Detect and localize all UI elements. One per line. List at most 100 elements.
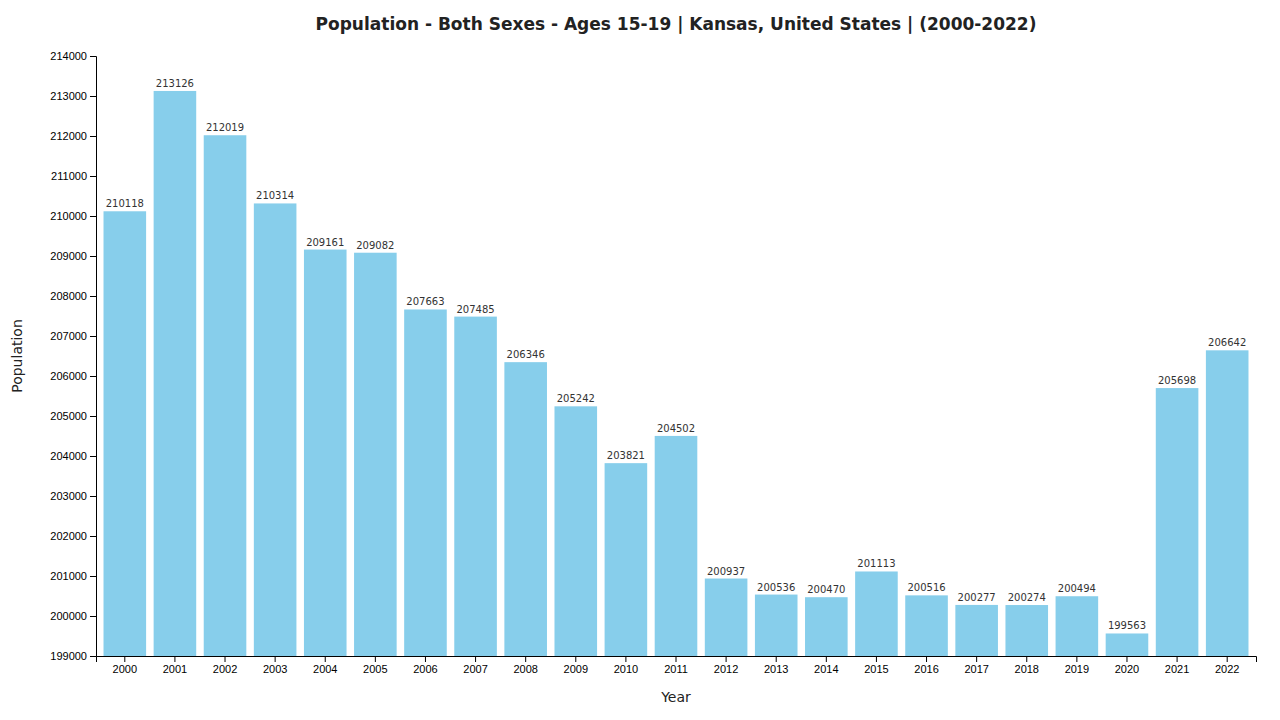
x-tick-label: 2000 bbox=[113, 663, 137, 675]
x-tick: 2019 bbox=[1065, 656, 1089, 675]
bar bbox=[554, 406, 597, 656]
y-tick: 200000 bbox=[50, 610, 96, 622]
x-tick-mark bbox=[926, 656, 927, 662]
x-tick-mark bbox=[124, 656, 125, 662]
x-tick-label: 2008 bbox=[513, 663, 537, 675]
bar bbox=[504, 362, 547, 656]
data-label: 206346 bbox=[507, 349, 545, 360]
y-tick: 205000 bbox=[50, 410, 96, 422]
data-label: 213126 bbox=[156, 78, 194, 89]
x-tick-label: 2004 bbox=[313, 663, 337, 675]
x-tick-mark bbox=[525, 656, 526, 662]
title: Population - Both Sexes - Ages 15-19 | K… bbox=[316, 14, 1037, 34]
x-tick: 2012 bbox=[714, 656, 738, 675]
x-tick-mark bbox=[1177, 656, 1178, 662]
x-tick: 2018 bbox=[1015, 656, 1039, 675]
x-tick: 2008 bbox=[513, 656, 537, 675]
y-tick-mark bbox=[90, 536, 96, 537]
y-tick-label: 200000 bbox=[50, 610, 87, 622]
bar bbox=[805, 597, 848, 656]
bar bbox=[204, 135, 247, 656]
y-tick: 208000 bbox=[50, 290, 96, 302]
bar bbox=[955, 605, 998, 656]
x-axis: 2000200120022003200420052006200720082009… bbox=[97, 656, 1257, 675]
y-tick-mark bbox=[90, 256, 96, 257]
x-tick: 2004 bbox=[313, 656, 337, 675]
data-label: 206642 bbox=[1208, 337, 1246, 348]
y-tick-label: 211000 bbox=[51, 170, 87, 182]
x-tick-label: 2016 bbox=[914, 663, 938, 675]
y-tick-mark bbox=[90, 376, 96, 377]
x-tick-mark bbox=[876, 656, 877, 662]
x-tick-mark bbox=[174, 656, 175, 662]
bar bbox=[254, 203, 297, 656]
y-tick-mark bbox=[90, 656, 96, 657]
bar bbox=[104, 211, 147, 656]
y-tick: 211000 bbox=[51, 170, 96, 182]
bar bbox=[1056, 596, 1099, 656]
y-tick: 199000 bbox=[50, 650, 96, 662]
x-tick: 2013 bbox=[764, 656, 788, 675]
y-tick-label: 203000 bbox=[50, 490, 87, 502]
x-tick: 2001 bbox=[163, 656, 187, 675]
x-tick-label: 2001 bbox=[163, 663, 187, 675]
bar bbox=[855, 571, 898, 656]
bar bbox=[1106, 633, 1149, 656]
y-tick-mark bbox=[90, 496, 96, 497]
y-tick-label: 199000 bbox=[50, 650, 87, 662]
x-tick-mark bbox=[275, 656, 276, 662]
x-tick-mark bbox=[575, 656, 576, 662]
y-tick-label: 207000 bbox=[50, 330, 87, 342]
x-tick: 2011 bbox=[664, 656, 688, 675]
x-tick-mark bbox=[1126, 656, 1127, 662]
data-labels: 2101182131262120192103142091612090822076… bbox=[106, 78, 1247, 632]
data-label: 200277 bbox=[958, 592, 996, 603]
y-tick-mark bbox=[90, 96, 96, 97]
y-tick-label: 206000 bbox=[50, 370, 87, 382]
y-axis-title: Population bbox=[9, 319, 25, 393]
data-label: 210314 bbox=[256, 190, 294, 201]
bar bbox=[655, 436, 698, 656]
plot: 2101182131262120192103142091612090822076… bbox=[50, 50, 1256, 675]
x-tick-mark bbox=[425, 656, 426, 662]
x-tick-mark bbox=[826, 656, 827, 662]
x-tick: 2016 bbox=[914, 656, 938, 675]
y-tick-label: 202000 bbox=[50, 530, 87, 542]
y-tick-mark bbox=[90, 616, 96, 617]
x-tick-label: 2005 bbox=[363, 663, 387, 675]
x-tick-label: 2021 bbox=[1165, 663, 1189, 675]
data-label: 210118 bbox=[106, 198, 144, 209]
bars bbox=[104, 91, 1249, 656]
x-tick-label: 2003 bbox=[263, 663, 287, 675]
x-tick-label: 2020 bbox=[1115, 663, 1139, 675]
chart: 2101182131262120192103142091612090822076… bbox=[0, 0, 1280, 720]
data-label: 209161 bbox=[306, 237, 344, 248]
x-tick-mark bbox=[625, 656, 626, 662]
x-tick-mark bbox=[475, 656, 476, 662]
x-tick: 2006 bbox=[413, 656, 437, 675]
x-tick-label: 2015 bbox=[864, 663, 888, 675]
x-axis-line bbox=[97, 657, 1257, 663]
x-tick: 2003 bbox=[263, 656, 287, 675]
y-tick-mark bbox=[90, 576, 96, 577]
x-tick: 2005 bbox=[363, 656, 387, 675]
x-tick-label: 2017 bbox=[964, 663, 988, 675]
bar bbox=[404, 309, 447, 656]
y-tick-mark bbox=[90, 336, 96, 337]
x-tick-mark bbox=[1227, 656, 1228, 662]
data-label: 203821 bbox=[607, 450, 645, 461]
x-tick-label: 2018 bbox=[1015, 663, 1039, 675]
x-tick-mark bbox=[225, 656, 226, 662]
y-tick-label: 213000 bbox=[50, 90, 87, 102]
x-tick-label: 2007 bbox=[463, 663, 487, 675]
y-axis: 199000 200000 201000 202000 203000 204000 2050… bbox=[50, 50, 96, 662]
x-tick-mark bbox=[726, 656, 727, 662]
bar bbox=[454, 317, 497, 656]
x-tick: 2010 bbox=[614, 656, 638, 675]
x-tick-label: 2014 bbox=[814, 663, 838, 675]
y-tick: 201000 bbox=[50, 570, 96, 582]
y-tick-label: 204000 bbox=[50, 450, 87, 462]
x-axis-title: Year bbox=[660, 689, 691, 705]
x-tick-label: 2019 bbox=[1065, 663, 1089, 675]
x-tick: 2020 bbox=[1115, 656, 1139, 675]
